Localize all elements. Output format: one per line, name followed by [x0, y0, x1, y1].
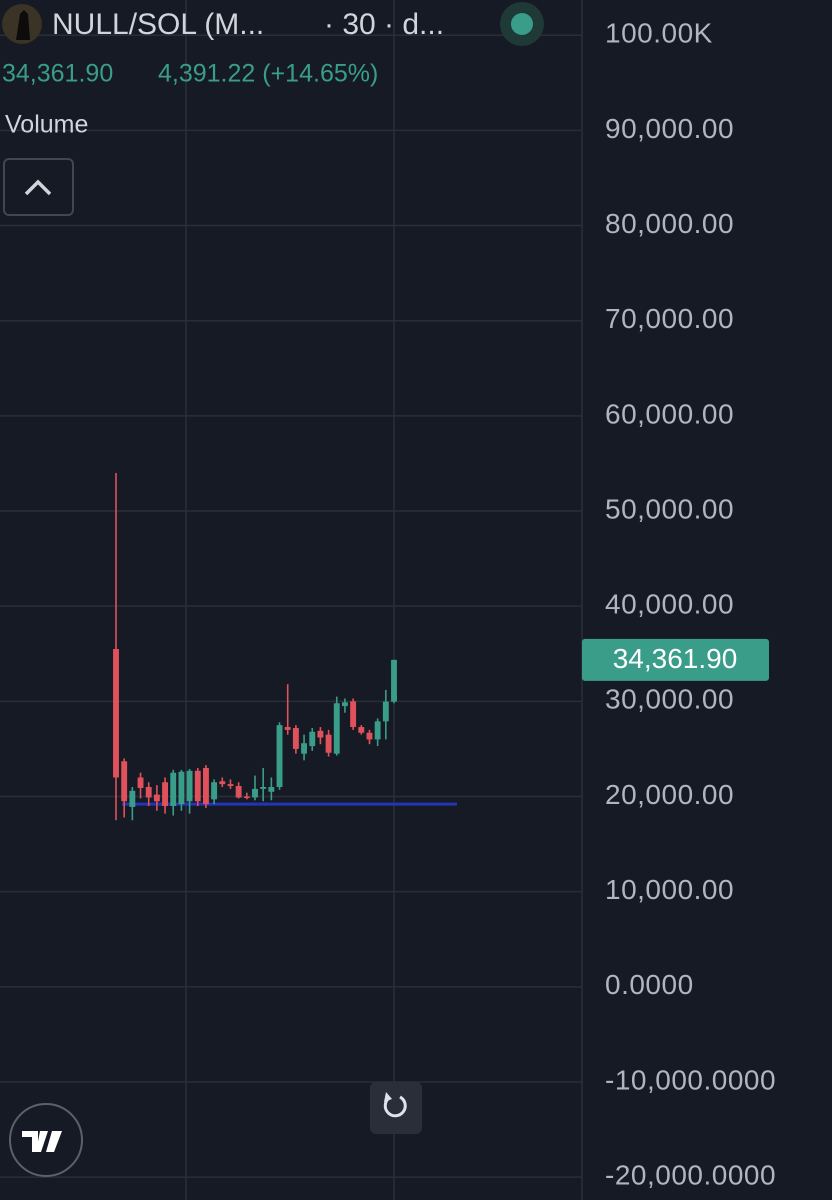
- candle-body: [333, 703, 340, 754]
- y-tick-label: 30,000.00: [605, 684, 734, 715]
- reset-button-frame[interactable]: [370, 1082, 422, 1134]
- candle-body: [382, 701, 389, 722]
- candle-body: [121, 761, 128, 802]
- plot: [113, 472, 457, 821]
- y-tick-label: 50,000.00: [605, 493, 734, 524]
- candle-body: [178, 771, 185, 805]
- collapse-button-frame[interactable]: [3, 158, 74, 216]
- y-tick-label: 100.00K: [605, 18, 713, 49]
- last-close: 34,361.90: [2, 60, 113, 88]
- reset-icon: [383, 1095, 407, 1118]
- y-tick-label: 90,000.00: [605, 113, 734, 144]
- candle-body: [243, 796, 250, 799]
- candle-body: [202, 767, 209, 805]
- grid: [0, 0, 583, 1200]
- candle-body: [391, 659, 397, 702]
- tv-logo-mark: [22, 1131, 62, 1152]
- candle-body: [374, 721, 381, 740]
- tv-logo[interactable]: [9, 1103, 83, 1177]
- candle-body: [186, 770, 193, 802]
- candle-body: [170, 772, 177, 807]
- candle-body: [268, 786, 275, 792]
- candle-body: [260, 786, 267, 789]
- candle-body: [366, 732, 373, 740]
- y-tick-label: 20,000.00: [605, 779, 734, 810]
- tv-logo-circle[interactable]: [9, 1103, 83, 1177]
- candle-body: [129, 790, 136, 807]
- change: 4,391.22 (+14.65%): [158, 60, 378, 88]
- collapse-icon: [24, 179, 52, 196]
- pane-label: Volume: [5, 111, 88, 139]
- y-tick-label: 40,000.00: [605, 589, 734, 620]
- candle-body: [341, 702, 348, 707]
- status-dot: [511, 13, 533, 35]
- candle-body: [292, 727, 299, 749]
- candle-body: [211, 782, 218, 800]
- y-tick-label: 70,000.00: [605, 303, 734, 334]
- candle-body: [162, 782, 169, 807]
- candle-body: [153, 794, 160, 802]
- candle-body: [137, 777, 144, 788]
- candle-body: [317, 730, 324, 738]
- candle-body: [235, 786, 242, 798]
- candle-body: [252, 788, 258, 798]
- candle-body: [350, 701, 357, 728]
- last-price-label: 34,361.90: [613, 643, 738, 674]
- reset-button[interactable]: [370, 1082, 422, 1134]
- candle-body: [227, 784, 234, 787]
- y-tick-label: 80,000.00: [605, 208, 734, 239]
- y-tick-label: 60,000.00: [605, 398, 734, 429]
- candle-body: [276, 725, 283, 787]
- y-tick-label: -20,000.0000: [605, 1160, 776, 1191]
- candle-body: [309, 731, 316, 747]
- candle-body: [194, 770, 201, 802]
- interval[interactable]: · 30 · d...: [324, 8, 444, 41]
- candle-body: [113, 649, 119, 778]
- symbol[interactable]: NULL/SOL (M...: [52, 8, 264, 41]
- candle-body: [145, 786, 152, 798]
- y-tick-label: 10,000.00: [605, 874, 734, 905]
- reset-icon-arrow: [384, 1092, 392, 1102]
- candle-body: [358, 727, 365, 733]
- collapse-button[interactable]: [3, 158, 74, 216]
- candle-body: [219, 781, 226, 785]
- candle-body: [301, 743, 308, 754]
- y-tick-label: 0.0000: [605, 969, 694, 1000]
- y-tick-label: -10,000.0000: [605, 1064, 776, 1095]
- candle-body: [325, 734, 332, 753]
- symbol-logo-figure: [16, 10, 30, 40]
- last-price-box: [582, 638, 769, 681]
- candle-body: [284, 727, 291, 730]
